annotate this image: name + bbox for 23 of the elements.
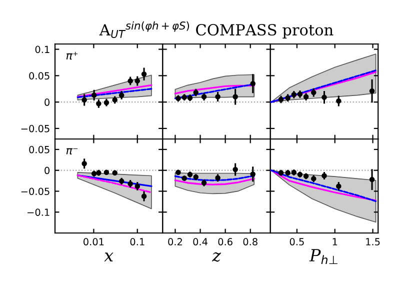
x-tick-label: 0.5 — [290, 238, 304, 246]
x-tick-label: 1 — [332, 238, 338, 246]
y-tick-label: −0.05 — [21, 124, 50, 132]
x-tick-label: 0.2 — [168, 238, 182, 246]
x-axis-title: x — [104, 252, 114, 262]
y-tick-label: 0.05 — [29, 146, 50, 154]
x-tick-label: 0.4 — [193, 238, 208, 246]
y-tick-label: 0.1 — [35, 46, 50, 54]
text: A$_{UT}$$^{sin(φh+φS)}$ COMPASS proton — [99, 21, 334, 39]
y-tick-label: −0.1 — [28, 208, 50, 216]
x-axis-title: z — [212, 252, 222, 262]
y-tick-label: 0 — [44, 166, 50, 174]
x-tick-label: 0.01 — [84, 238, 104, 246]
x-tick-label: 1.5 — [366, 238, 380, 246]
x-tick-label: 0.8 — [243, 238, 258, 246]
x-tick-label: 0.1 — [130, 238, 144, 246]
y-tick-label: 0 — [44, 98, 50, 106]
y-tick-label: 0.05 — [29, 72, 50, 80]
y-tick-label: −0.05 — [21, 188, 50, 196]
x-tick-label: 0.6 — [218, 238, 232, 246]
annotation: π⁺ — [66, 52, 78, 60]
annotation: π⁻ — [66, 148, 78, 154]
x-axis-title: P$_{h⊥}$ — [309, 249, 338, 264]
